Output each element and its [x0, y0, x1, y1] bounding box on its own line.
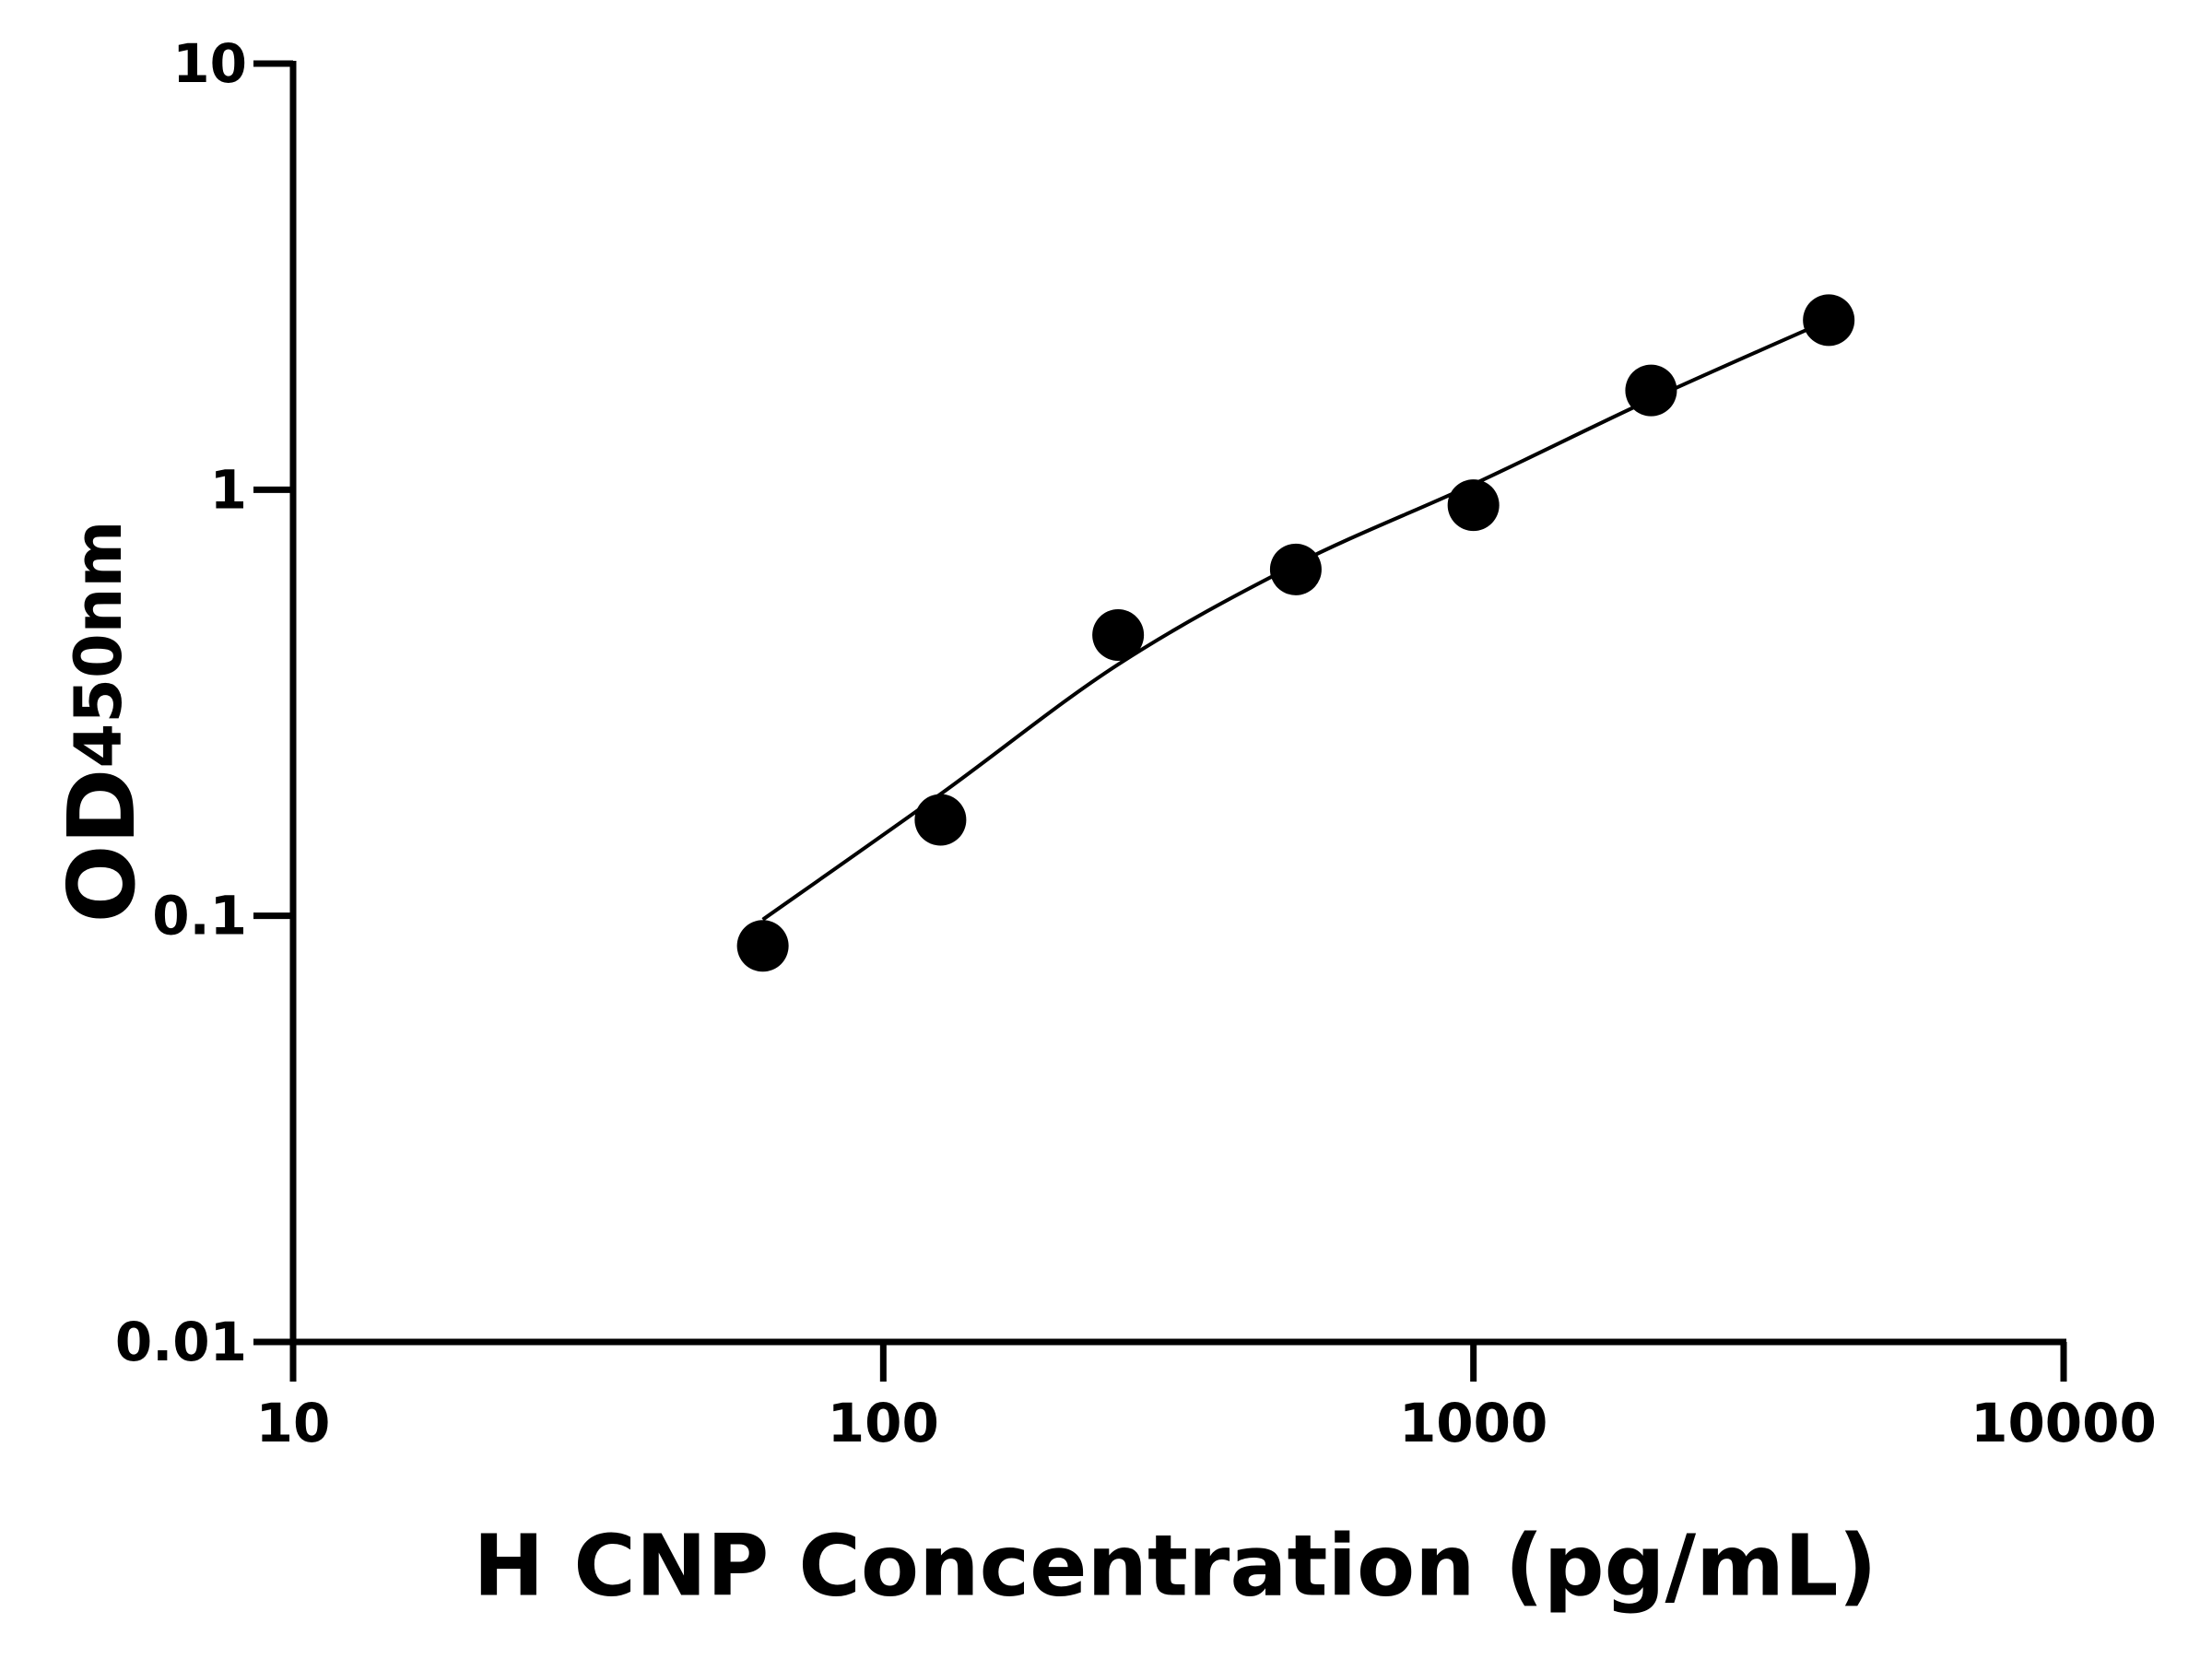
data-point: [1447, 479, 1500, 532]
y-axis-title-sub: 450nm: [61, 521, 136, 769]
y-tick-label: 0.01: [115, 1311, 247, 1373]
data-point: [1269, 543, 1322, 595]
x-tick-label: 10: [256, 1392, 331, 1454]
data-point: [914, 794, 967, 846]
y-axis-title: OD450nm: [48, 521, 156, 924]
x-tick-label: 10000: [1971, 1392, 2157, 1454]
x-tick-label: 100: [828, 1392, 939, 1454]
y-axis-title-main: OD: [48, 768, 156, 923]
x-tick-label: 1000: [1399, 1392, 1547, 1454]
data-point: [1625, 364, 1677, 417]
data-point: [736, 920, 789, 972]
data-point: [1803, 294, 1855, 347]
data-point: [1092, 609, 1145, 662]
y-tick-label: 0.1: [152, 885, 247, 947]
x-axis-title: H CNP Concentration (pg/mL): [473, 1516, 1877, 1615]
y-tick-label: 10: [172, 32, 247, 95]
y-tick-label: 1: [210, 458, 247, 521]
